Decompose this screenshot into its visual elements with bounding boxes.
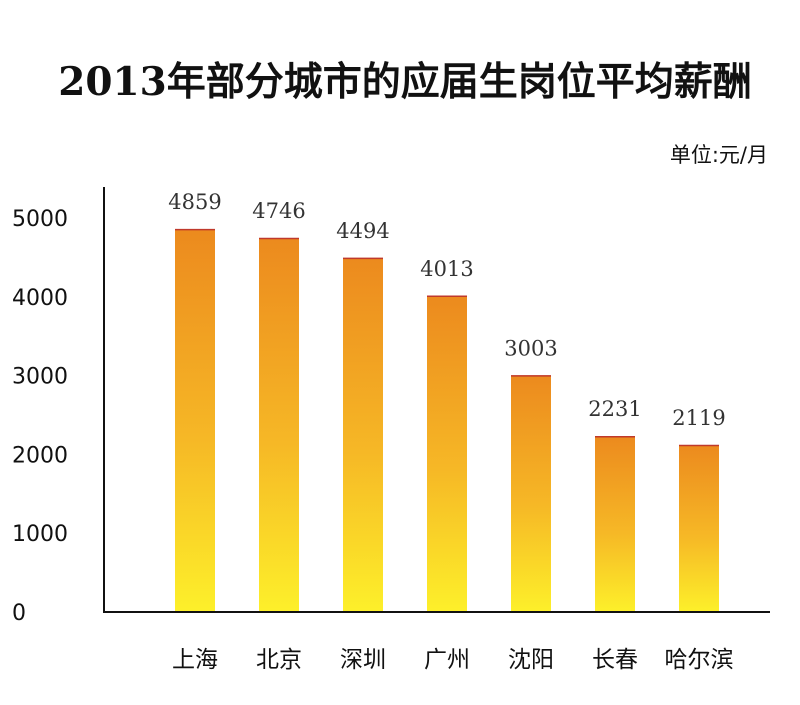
data-label: 4859 (168, 190, 221, 214)
y-tick-label: 4000 (12, 286, 68, 311)
x-tick-label: 长春 (592, 647, 638, 673)
data-label: 4013 (420, 257, 473, 281)
bars (175, 228, 719, 613)
data-labels: 4859 4746 4494 4013 3003 2231 2119 (168, 190, 725, 430)
y-tick-label: 2000 (12, 443, 68, 468)
chart-title: 2013年部分城市的应届生岗位平均薪酬 (58, 59, 752, 105)
x-tick-label: 广州 (424, 647, 470, 673)
bar (259, 238, 299, 612)
y-tick-label: 1000 (12, 522, 68, 547)
x-tick-label: 北京 (256, 647, 302, 673)
bar (427, 295, 467, 612)
y-axis-ticks: 0 1000 2000 3000 4000 5000 (12, 207, 68, 626)
x-tick-label: 深圳 (340, 647, 386, 673)
bar (511, 375, 551, 612)
y-tick-label: 3000 (12, 365, 68, 390)
data-label: 2231 (588, 397, 641, 421)
data-label: 4746 (252, 199, 305, 223)
data-label: 4494 (336, 219, 389, 243)
bar (343, 257, 383, 612)
bar (679, 445, 719, 612)
bar (175, 229, 215, 613)
bar (595, 436, 635, 612)
data-label: 2119 (672, 406, 725, 430)
x-tick-label: 哈尔滨 (665, 647, 734, 673)
y-tick-label: 5000 (12, 207, 68, 232)
x-tick-label: 沈阳 (508, 647, 554, 673)
unit-label: 单位:元/月 (670, 143, 768, 167)
data-label: 3003 (504, 336, 557, 360)
y-tick-label: 0 (12, 601, 26, 626)
x-axis-labels: 上海 北京 深圳 广州 沈阳 长春 哈尔滨 (172, 647, 734, 673)
x-tick-label: 上海 (172, 647, 218, 673)
